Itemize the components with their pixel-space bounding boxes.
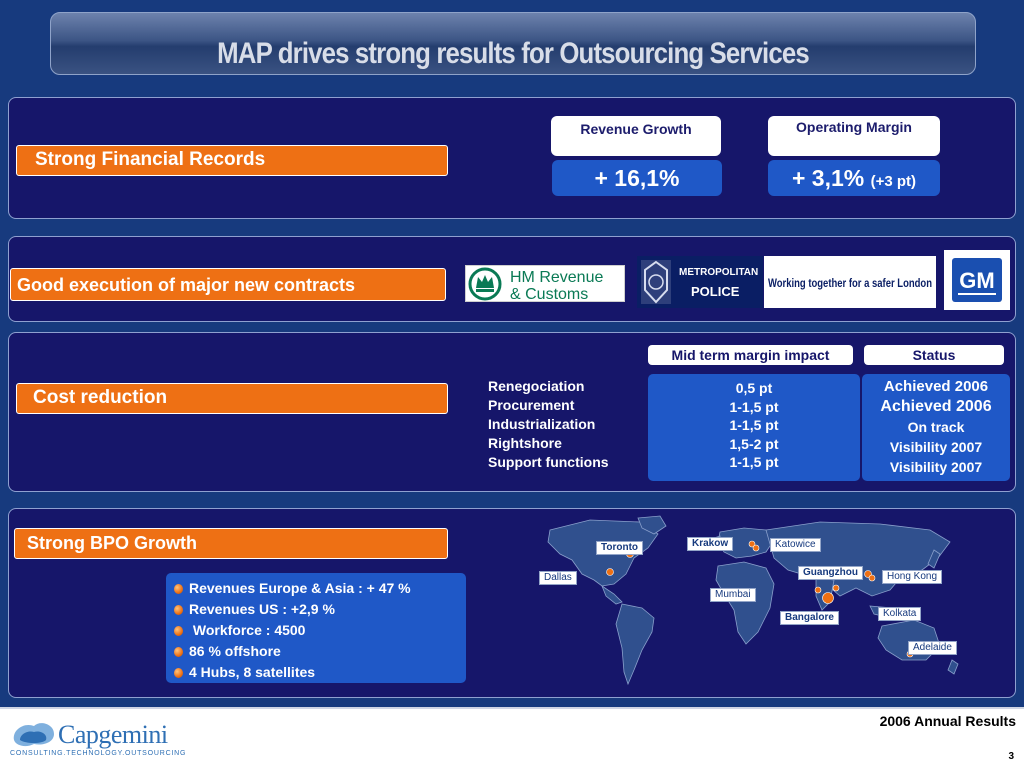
bpo-bullet: 86 % offshore	[174, 641, 411, 662]
impact-value: 1-1,5 pt	[729, 454, 779, 470]
status-box: Achieved 2006 Achieved 2006 On track Vis…	[862, 374, 1010, 481]
kolkata-marker	[832, 584, 840, 592]
revenue-growth-header: Revenue Growth	[551, 116, 721, 156]
hmrc-text-2: & Customs	[510, 286, 588, 303]
world-map: Toronto Dallas Krakow Katowice Guangzhou…	[530, 514, 986, 694]
city-krakow: Krakow	[687, 537, 734, 551]
safer-london-text: Working together for a safer London	[768, 278, 932, 290]
status-header: Status	[864, 345, 1004, 365]
status-value: Achieved 2006	[880, 398, 992, 415]
safer-london-graphic: Working together for a safer London	[768, 278, 932, 290]
capgemini-wordmark: Capgemini	[58, 720, 168, 749]
cost-item: Procurement	[488, 397, 575, 413]
page-number: 3	[1008, 751, 1014, 762]
city-mumbai: Mumbai	[710, 588, 756, 602]
bpo-bullet-text: 4 Hubs, 8 satellites	[189, 664, 316, 680]
gm-text: GM	[959, 268, 994, 293]
police-crest-icon: METROPOLITAN POLICE	[641, 260, 758, 304]
bpo-bullet: Revenues Europe & Asia : + 47 %	[174, 578, 411, 599]
operating-margin-value-box: + 3,1% (+3 pt)	[768, 160, 940, 196]
gm-graphic: GM	[952, 258, 1002, 302]
cost-item: Support functions	[488, 454, 609, 470]
bullet-icon	[174, 667, 183, 678]
dallas-marker	[606, 568, 614, 576]
title-bar: MAP drives strong results for Outsourcin…	[50, 12, 976, 75]
capgemini-tagline: CONSULTING.TECHNOLOGY.OUTSOURCING	[10, 750, 187, 757]
impact-value: 1-1,5 pt	[729, 398, 779, 415]
mid-term-header: Mid term margin impact	[648, 345, 853, 365]
status-value: On track	[907, 419, 965, 435]
contracts-label: Good execution of major new contracts	[10, 268, 446, 301]
hongkong-marker	[868, 574, 876, 582]
bullet-icon	[174, 604, 183, 615]
footer-divider	[0, 707, 1024, 709]
bullet-icon	[174, 625, 183, 636]
crown-icon: HM Revenue & Customs	[468, 267, 603, 303]
bpo-bullet-text: Revenues Europe & Asia : + 47 %	[189, 580, 411, 596]
city-bangalore: Bangalore	[780, 611, 839, 625]
city-katowice: Katowice	[770, 538, 821, 552]
capgemini-spade-icon	[13, 723, 54, 747]
katowice-marker	[752, 544, 760, 552]
revenue-growth-value: + 16,1%	[552, 160, 722, 196]
bullet-icon	[174, 646, 183, 657]
operating-margin-value: + 3,1%	[791, 165, 865, 191]
hmrc-text-1: HM Revenue	[510, 269, 603, 286]
city-adelaide: Adelaide	[908, 641, 957, 655]
capgemini-logo: Capgemini CONSULTING.TECHNOLOGY.OUTSOURC…	[10, 716, 185, 762]
mumbai-marker	[814, 586, 822, 594]
operating-margin-header: Operating Margin	[768, 116, 940, 156]
safer-london-logo: Working together for a safer London	[764, 256, 936, 308]
annual-results: 2006 Annual Results	[879, 713, 1016, 729]
bpo-bullet-text: 86 % offshore	[189, 643, 281, 659]
met-text-1: METROPOLITAN	[679, 267, 758, 278]
financial-label: Strong Financial Records	[16, 145, 448, 176]
hmrc-logo: HM Revenue & Customs	[465, 265, 625, 303]
status-value: Visibility 2007	[889, 439, 983, 455]
bpo-bullet-list: Revenues Europe & Asia : + 47 % Revenues…	[174, 578, 411, 683]
impact-value: 1,5-2 pt	[729, 435, 779, 452]
bpo-bullet-text: Revenues US : +2,9 %	[189, 601, 335, 617]
status-value: Achieved 2006	[883, 378, 989, 395]
cost-items-list: Renegociation Procurement Industrializat…	[488, 377, 648, 472]
bpo-bullet: Workforce : 4500	[174, 620, 411, 641]
bangalore-marker	[822, 592, 834, 604]
city-guangzhou: Guangzhou	[798, 566, 863, 580]
impact-box: 0,5 pt 1-1,5 pt 1-1,5 pt 1,5-2 pt 1-1,5 …	[648, 374, 860, 481]
city-kolkata: Kolkata	[878, 607, 922, 621]
cost-item: Industrialization	[488, 416, 596, 432]
gm-logo: GM	[944, 250, 1010, 310]
city-hong-kong: Hong Kong	[882, 570, 943, 584]
bpo-bullet: Revenues US : +2,9 %	[174, 599, 411, 620]
bpo-label: Strong BPO Growth	[14, 528, 448, 559]
status-value: Visibility 2007	[889, 459, 983, 475]
cost-item: Renegociation	[488, 378, 585, 394]
bullet-icon	[174, 583, 183, 594]
cost-label: Cost reduction	[16, 383, 448, 414]
met-text-2: POLICE	[691, 284, 740, 299]
bpo-bullet-text: Workforce : 4500	[189, 622, 306, 638]
bpo-bullets-box: Revenues Europe & Asia : + 47 % Revenues…	[166, 573, 466, 683]
operating-margin-note: (+3 pt)	[870, 173, 917, 190]
bpo-bullet: 4 Hubs, 8 satellites	[174, 662, 411, 683]
cost-item: Rightshore	[488, 435, 562, 451]
impact-value: 1-1,5 pt	[729, 417, 779, 433]
met-police-logo: METROPOLITAN POLICE	[637, 256, 763, 308]
city-dallas: Dallas	[539, 571, 577, 585]
city-toronto: Toronto	[596, 541, 644, 555]
krakow-marker	[748, 540, 756, 548]
impact-value: 0,5 pt	[735, 380, 773, 396]
slide-title: MAP drives strong results for Outsourcin…	[217, 37, 810, 70]
slide: MAP drives strong results for Outsourcin…	[0, 0, 1024, 707]
